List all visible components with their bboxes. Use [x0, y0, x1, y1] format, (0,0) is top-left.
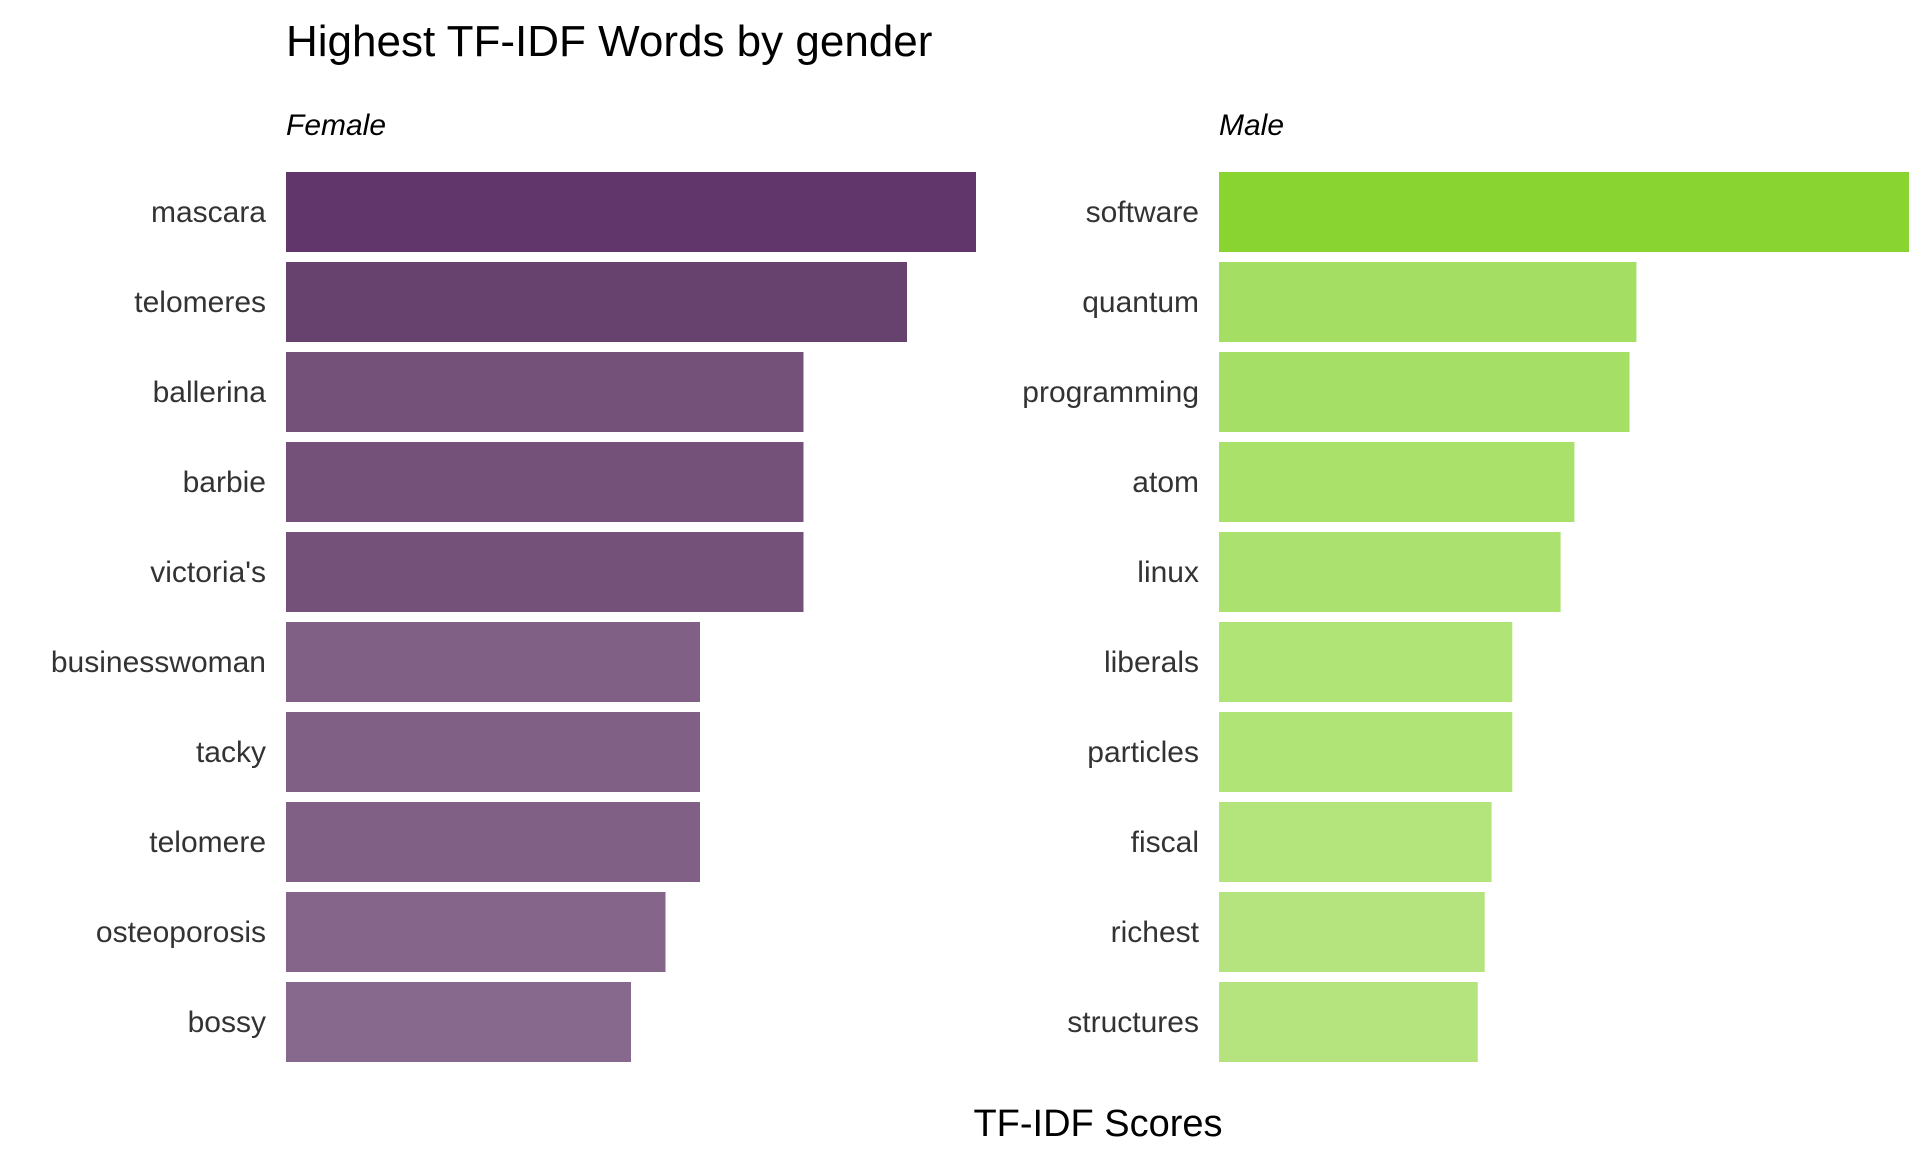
bar-male-5: [1219, 622, 1513, 702]
bar-female-4: [286, 532, 804, 612]
y-tick-label-female-0: mascara: [151, 196, 266, 229]
y-tick-label-male-0: software: [1086, 196, 1199, 229]
bar-female-3: [286, 442, 804, 522]
bar-male-9: [1219, 982, 1478, 1062]
chart-title: Highest TF-IDF Words by gender: [286, 17, 932, 66]
bar-female-8: [286, 892, 666, 972]
bar-female-7: [286, 802, 700, 882]
bar-female-2: [286, 352, 804, 432]
bar-female-6: [286, 712, 700, 792]
bar-male-2: [1219, 352, 1630, 432]
bar-male-7: [1219, 802, 1492, 882]
y-tick-label-male-6: particles: [1087, 736, 1199, 769]
facet-label-female: Female: [286, 109, 386, 142]
bar-male-8: [1219, 892, 1485, 972]
bar-female-9: [286, 982, 631, 1062]
y-tick-label-female-9: bossy: [188, 1006, 266, 1039]
facet-label-male: Male: [1219, 109, 1284, 142]
y-tick-label-male-7: fiscal: [1131, 826, 1199, 859]
y-tick-label-male-3: atom: [1132, 466, 1199, 499]
y-tick-label-male-8: richest: [1111, 916, 1200, 949]
y-tick-label-male-2: programming: [1022, 376, 1199, 409]
y-tick-label-female-4: victoria's: [150, 556, 266, 589]
bar-female-5: [286, 622, 700, 702]
bar-female-0: [286, 172, 976, 252]
y-tick-label-female-1: telomeres: [134, 286, 266, 319]
x-axis-title: TF-IDF Scores: [973, 1103, 1222, 1145]
y-tick-label-female-6: tacky: [196, 736, 266, 769]
y-tick-label-male-4: linux: [1137, 556, 1199, 589]
bar-male-0: [1219, 172, 1909, 252]
y-tick-label-female-7: telomere: [149, 826, 266, 859]
y-tick-label-female-2: ballerina: [153, 376, 267, 409]
bar-male-3: [1219, 442, 1575, 522]
y-tick-label-male-9: structures: [1067, 1006, 1199, 1039]
y-tick-label-male-1: quantum: [1082, 286, 1199, 319]
y-tick-label-female-5: businesswoman: [51, 646, 266, 679]
bar-female-1: [286, 262, 907, 342]
bar-male-4: [1219, 532, 1561, 612]
y-tick-label-female-3: barbie: [183, 466, 266, 499]
bar-male-6: [1219, 712, 1513, 792]
bar-male-1: [1219, 262, 1637, 342]
y-tick-label-male-5: liberals: [1104, 646, 1199, 679]
y-tick-label-female-8: osteoporosis: [96, 916, 266, 949]
